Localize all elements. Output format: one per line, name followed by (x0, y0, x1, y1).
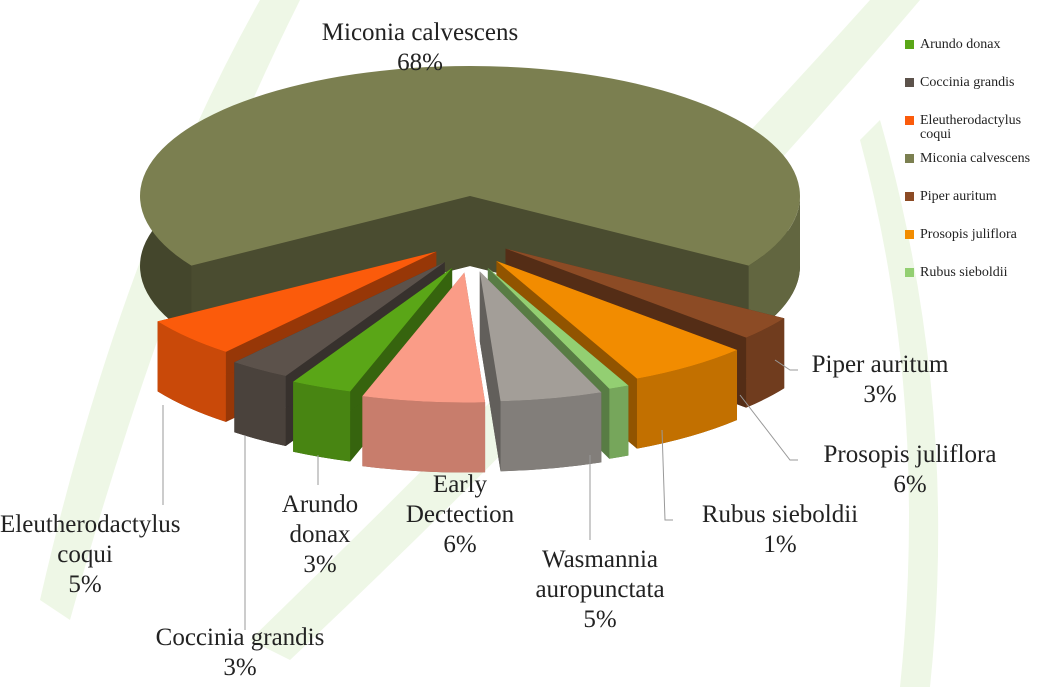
data-label-value: 3% (223, 654, 257, 681)
legend-label: Eleutherodactylus coqui (920, 113, 1022, 142)
legend-label: Rubus sieboldii (920, 265, 1008, 280)
slice-wall (157, 251, 437, 392)
legend-swatch (905, 230, 914, 239)
data-label-name: Rubus sieboldii (701, 501, 859, 528)
slice (479, 271, 602, 402)
slice-side (500, 392, 602, 472)
slice-wall (479, 271, 501, 472)
legend-label: Coccinia grandis (920, 75, 1015, 90)
legend-label: Piper auritum (920, 189, 997, 204)
legend-swatch (905, 268, 914, 277)
slice-wall (234, 262, 445, 433)
data-label-name: Eleutherodactylus coqui (0, 511, 181, 568)
data-label: Piper auritum 3% (780, 350, 980, 410)
legend-entry: Piper auritum (905, 190, 1055, 204)
data-label-value: 1% (763, 531, 797, 558)
slice-side (609, 385, 629, 459)
slice (293, 267, 453, 392)
legend-swatch (905, 116, 914, 125)
slice-side (748, 196, 800, 336)
data-label-value: 68% (397, 49, 443, 76)
data-label-name: Arundo donax (281, 491, 359, 548)
legend-label: Arundo donax (920, 37, 1001, 52)
data-label: Miconia calvescens 68% (320, 18, 520, 78)
data-label-value: 6% (893, 471, 927, 498)
legend-entry: Arundo donax (905, 38, 1055, 52)
data-label: Arundo donax 3% (255, 490, 385, 580)
data-label: Coccinia grandis 3% (110, 623, 370, 683)
data-label-value: 5% (68, 571, 102, 598)
legend-swatch (905, 78, 914, 87)
slice-side (746, 318, 785, 408)
legend-label: Miconia calvescens (920, 151, 1031, 166)
legend-swatch (905, 40, 914, 49)
data-label-name: Miconia calvescens (321, 19, 519, 46)
data-label-name: Early Dectection (405, 471, 515, 528)
slice-side (157, 321, 226, 422)
slice (157, 251, 437, 352)
background-leaf (860, 120, 939, 687)
slice-side (293, 381, 351, 462)
data-label: Eleutherodactylus coqui 5% (0, 510, 181, 600)
slice (496, 260, 738, 379)
data-label-value: 3% (303, 551, 337, 578)
leader-line (739, 394, 798, 461)
data-label-name: Prosopis juliflora (823, 441, 997, 468)
legend-entry: Eleutherodactylus coqui (905, 114, 1055, 142)
data-label: Rubus sieboldii 1% (660, 500, 900, 560)
legend-swatch (905, 154, 914, 163)
leader-line (661, 429, 673, 521)
leader-line (774, 359, 798, 371)
data-label-name: Wasmannia auropunctata (535, 546, 665, 603)
slice (140, 66, 801, 266)
slice-side (362, 396, 486, 473)
slice (505, 248, 785, 338)
data-label-value: 3% (863, 381, 897, 408)
legend-swatch (905, 192, 914, 201)
slice (362, 272, 486, 403)
legend-entry: Miconia calvescens (905, 152, 1055, 166)
data-label: Wasmannia auropunctata 5% (500, 545, 700, 635)
legend-entry: Prosopis juliflora (905, 228, 1055, 242)
background-leaf (40, 0, 300, 620)
legend-entry: Coccinia grandis (905, 76, 1055, 90)
legend-entry: Rubus sieboldii (905, 266, 1055, 280)
data-label: Prosopis juliflora 6% (790, 440, 1030, 500)
data-label-value: 6% (443, 531, 477, 558)
data-label-value: 5% (583, 606, 617, 633)
legend-label: Prosopis juliflora (920, 227, 1017, 242)
slice-side (636, 349, 738, 449)
data-label: Early Dectection 6% (380, 470, 540, 560)
slice (487, 267, 629, 389)
data-label-name: Piper auritum (811, 351, 949, 378)
data-label-name: Coccinia grandis (155, 624, 325, 651)
slice-side (234, 362, 286, 447)
slice (234, 262, 445, 377)
